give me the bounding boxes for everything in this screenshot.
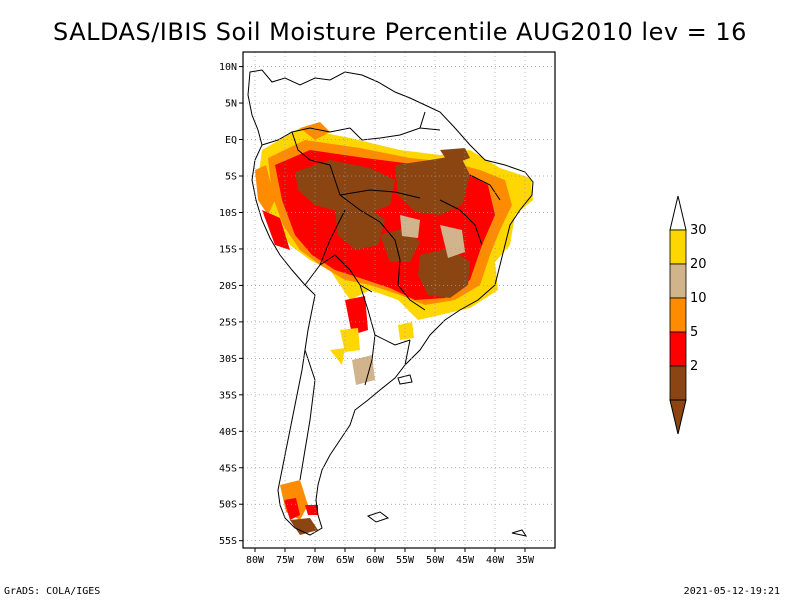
lat-tick-label: 40S bbox=[219, 427, 237, 438]
lat-tick-label: 30S bbox=[219, 354, 237, 365]
lat-tick-label: 45S bbox=[219, 463, 237, 474]
soil-moisture-field bbox=[255, 122, 533, 535]
map-title: SALDAS/IBIS Soil Moisture Percentile AUG… bbox=[53, 18, 747, 46]
lon-tick-label: 45W bbox=[456, 555, 475, 566]
lon-axis: 80W 75W 70W 65W 60W 55W 50W 45W 40W 35W bbox=[246, 548, 535, 566]
colorbar-swatch bbox=[669, 263, 687, 299]
colorbar-label: 10 bbox=[690, 291, 707, 306]
colorbar-bottom-arrow bbox=[669, 399, 687, 435]
lat-tick-label: 35S bbox=[219, 390, 237, 401]
lat-tick-label: 25S bbox=[219, 317, 237, 328]
lat-axis: 10N 5N EQ 5S 10S 15S 20S 25S 30S 35S 40S 45S 50S 55S bbox=[219, 62, 243, 547]
lon-tick-label: 75W bbox=[276, 555, 295, 566]
footer-credit: GrADS: COLA/IGES bbox=[4, 586, 101, 597]
lat-tick-label: 5S bbox=[225, 172, 237, 183]
colorbar-swatch bbox=[669, 331, 687, 367]
lon-tick-label: 55W bbox=[396, 555, 415, 566]
lat-tick-label: 50S bbox=[219, 500, 237, 511]
colorbar-swatch bbox=[669, 229, 687, 265]
lat-tick-label: 10S bbox=[219, 208, 237, 219]
lon-tick-label: 50W bbox=[426, 555, 445, 566]
colorbar-label: 30 bbox=[690, 223, 707, 238]
footer-timestamp: 2021-05-12-19:21 bbox=[683, 586, 780, 597]
colorbar-label: 20 bbox=[690, 257, 707, 272]
lat-tick-label: 55S bbox=[219, 536, 237, 547]
lat-tick-label: 15S bbox=[219, 244, 237, 255]
colorbar-swatch bbox=[669, 297, 687, 333]
colorbar-top-arrow bbox=[669, 195, 687, 231]
map-frame bbox=[242, 51, 556, 549]
lon-tick-label: 80W bbox=[246, 555, 265, 566]
lon-tick-label: 35W bbox=[516, 555, 535, 566]
lon-tick-label: 60W bbox=[366, 555, 385, 566]
lat-tick-label: EQ bbox=[225, 135, 237, 146]
map-grid bbox=[243, 52, 555, 548]
lat-tick-label: 5N bbox=[225, 99, 237, 110]
colorbar-label: 2 bbox=[690, 359, 698, 374]
lon-tick-label: 40W bbox=[486, 555, 505, 566]
colorbar-swatch bbox=[669, 365, 687, 401]
lat-tick-label: 20S bbox=[219, 281, 237, 292]
continent-outline bbox=[247, 69, 534, 537]
lon-tick-label: 70W bbox=[306, 555, 325, 566]
colorbar: 30 20 10 5 2 bbox=[669, 195, 707, 435]
colorbar-label: 5 bbox=[690, 325, 698, 340]
lat-tick-label: 10N bbox=[219, 62, 237, 73]
lon-tick-label: 65W bbox=[336, 555, 355, 566]
